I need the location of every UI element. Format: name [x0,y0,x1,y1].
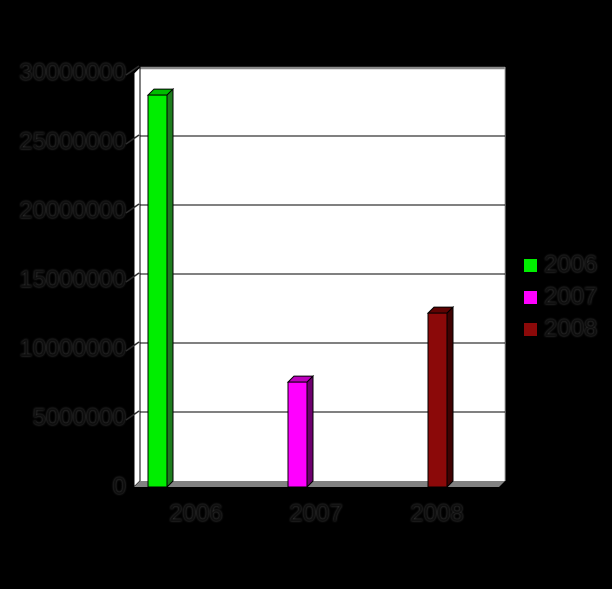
y-axis-tick-label: 20000000 [19,197,126,224]
x-axis-category-label: 2008 [410,500,464,527]
legend-label: 2006 [544,251,598,278]
y-axis-tick [125,203,140,214]
y-axis-tick [125,272,140,283]
y-axis-tick [125,134,140,145]
bar-side-face [306,374,314,489]
legend-entry: 2008 [523,317,597,341]
bar-front-face [147,94,168,488]
y-axis-tick-label: 25000000 [19,128,126,155]
y-axis-tick-label: 15000000 [19,266,126,293]
floor [134,481,505,487]
y-axis-tick-label: 0 [112,473,126,500]
y-axis-tick-label: 30000000 [19,59,126,86]
y-axis-tick-label: 5000000 [32,404,126,431]
legend-swatch-2006 [523,257,538,273]
y-axis-tick [125,341,140,352]
y-axis-tick [125,65,140,76]
legend: 2006 2007 2008 [523,253,597,349]
y-axis-tick [125,410,140,421]
bar-side-face [446,305,454,489]
legend-entry: 2006 [523,253,597,277]
bar-front-face [287,381,308,488]
bar-front-face [427,312,448,488]
legend-entry: 2007 [523,285,597,309]
legend-label: 2007 [544,283,598,310]
legend-swatch-2008 [523,321,538,337]
left-wall [133,65,141,489]
bar-side-face [166,87,174,489]
y-axis-tick-label: 10000000 [19,335,126,362]
legend-swatch-2007 [523,289,538,305]
x-axis-category-label: 2006 [169,500,223,527]
legend-label: 2008 [544,315,598,342]
x-axis-category-label: 2007 [289,500,343,527]
